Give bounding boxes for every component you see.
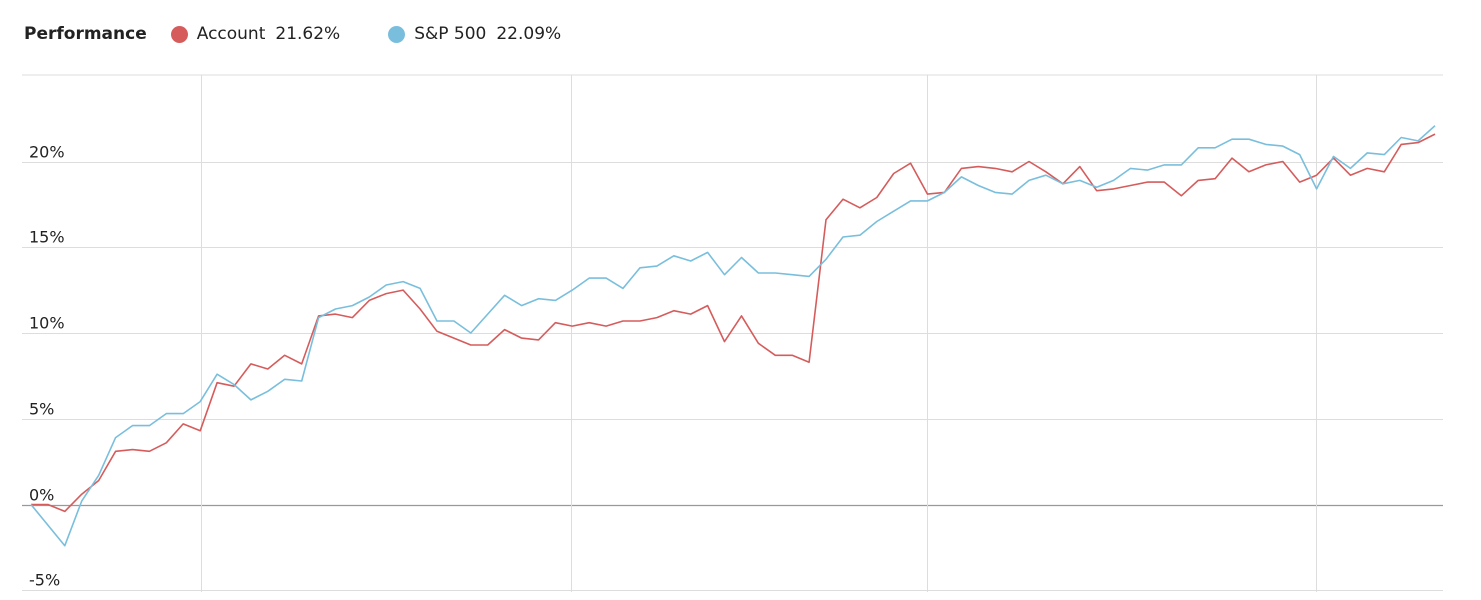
y-tick-label: 10% [29,314,65,333]
chart-title: Performance [24,24,147,44]
legend-series-name: Account [196,24,266,44]
horizontal-gridlines [22,74,1443,591]
vertical-gridlines [201,75,1317,592]
legend-series-value: 21.62% [275,24,341,44]
series-line-account[interactable] [31,133,1436,513]
chart-legend: Performance Account 21.62% S&P 500 22.09… [24,20,609,48]
legend-series-value: 22.09% [496,24,562,44]
legend-series-name: S&P 500 [414,24,487,44]
legend-item-sp500[interactable]: S&P 500 22.09% [388,24,561,44]
legend-item-account[interactable]: Account 21.62% [170,24,341,44]
series-line-s-p-500[interactable] [30,125,1436,547]
y-tick-label: 5% [29,400,54,419]
y-tick-label: 20% [29,143,65,162]
series-lines [30,125,1436,547]
y-tick-label: -5% [29,571,60,590]
legend-dot-icon [388,25,406,43]
legend-dot-icon [170,25,188,43]
y-tick-label: 0% [29,486,54,505]
y-tick-label: 15% [29,228,65,247]
y-axis-tick-labels: -5% 0% 5% 10% 15% 20% [29,143,65,590]
